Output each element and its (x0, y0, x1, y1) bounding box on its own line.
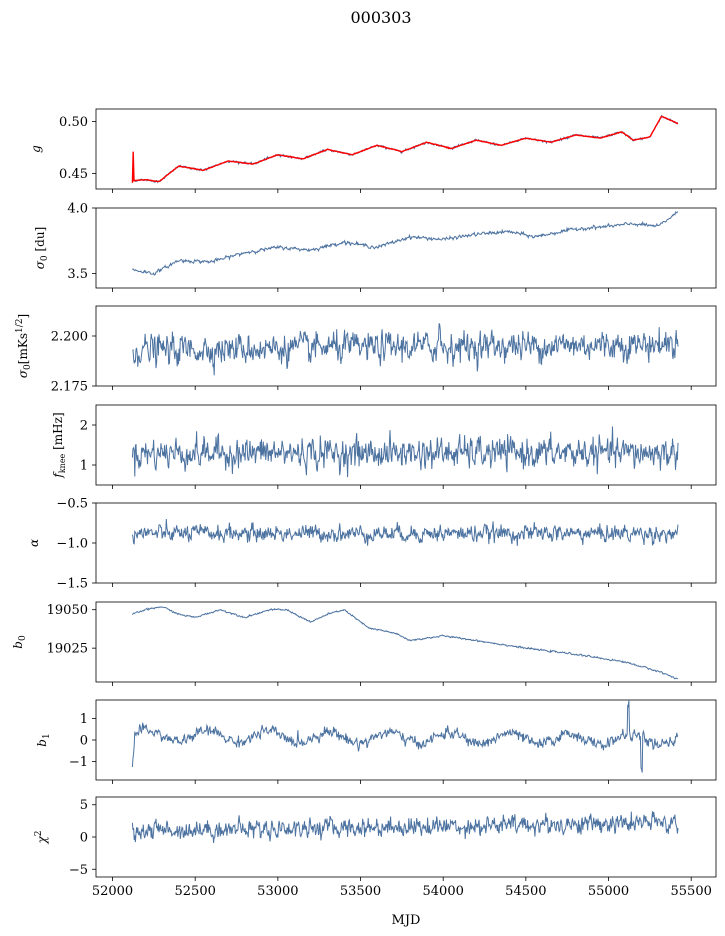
y-axis-label: σ0 [du] (33, 227, 50, 270)
y-tick-label: 0 (80, 831, 88, 846)
y-axis-label: σ0[mKs1/2] (15, 314, 33, 378)
panel-frame (95, 305, 717, 387)
series-line (132, 211, 679, 276)
y-axis-label: g (29, 145, 43, 153)
panel-frame (95, 502, 717, 584)
x-ticks (112, 583, 692, 587)
x-tick-label: 54500 (505, 884, 546, 899)
y-axis-label: b0 (11, 635, 28, 649)
y-ticks: −1 0 1 (69, 712, 96, 770)
y-tick-label: 2.200 (51, 330, 88, 345)
panel-fknee: 12 fknee [mHz] (51, 404, 717, 489)
y-ticks: 2.175 2.200 (51, 330, 96, 395)
panel-frame (95, 796, 717, 878)
x-ticks: 52000 52500 53000 53500 54000 54500 55000 55500 (92, 877, 712, 899)
y-tick-label: 4.0 (67, 202, 88, 217)
series-line (132, 323, 679, 376)
x-tick-label: 52000 (92, 884, 133, 899)
x-tick-label: 53000 (257, 884, 298, 899)
x-axis-label: MJD (392, 913, 421, 928)
y-tick-label: 19050 (47, 603, 88, 618)
y-tick-label: 1 (80, 712, 88, 727)
panel-alpha: −1.5 −1.0 −0.5 α (27, 497, 717, 592)
panel-sigma0-mks: 2.175 2.200 σ0[mKs1/2] (15, 305, 717, 395)
y-axis-label: b1 (35, 733, 52, 746)
y-axis-label: χ2 (34, 830, 49, 844)
x-ticks (112, 189, 692, 193)
y-tick-label: 19025 (47, 642, 88, 657)
y-ticks: 19025 19050 (47, 603, 96, 657)
series-line (131, 699, 679, 773)
x-ticks (112, 682, 692, 686)
y-ticks: −5 0 5 (69, 798, 96, 878)
x-ticks (112, 288, 692, 292)
panel-frame (95, 404, 717, 486)
y-tick-label: 0.45 (59, 167, 88, 182)
x-ticks (112, 485, 692, 489)
x-tick-label: 52500 (175, 884, 216, 899)
y-tick-label: 3.5 (67, 267, 88, 282)
x-tick-label: 55000 (588, 884, 629, 899)
panel-g: 0.45 0.50 g (29, 108, 717, 193)
figure-title: 000303 (350, 8, 411, 27)
y-tick-label: 0 (80, 734, 88, 749)
model-overlay-line (131, 115, 678, 183)
series-line (131, 606, 679, 680)
panel-frame (95, 108, 717, 190)
x-tick-label: 55500 (671, 884, 712, 899)
y-tick-label: 0.50 (59, 115, 88, 130)
y-tick-label: 1 (80, 459, 88, 474)
series-line (131, 811, 679, 844)
y-axis-label: α (27, 539, 41, 547)
y-ticks: 0.45 0.50 (59, 115, 96, 182)
x-tick-label: 53500 (340, 884, 381, 899)
panel-b0: 19025 19050 b0 (11, 601, 717, 686)
series-line (131, 518, 679, 546)
y-axis-label: fknee [mHz] (51, 412, 67, 478)
x-ticks (112, 386, 692, 390)
x-ticks (112, 780, 692, 784)
y-ticks: 12 (80, 419, 96, 474)
series-line (132, 114, 679, 184)
panel-chi2: −5 0 5 52000 52500 53000 53500 54000 54500 55000… (34, 796, 717, 899)
y-tick-label: −5 (69, 863, 88, 878)
y-tick-label: −1.0 (56, 537, 88, 552)
y-tick-label: −1.5 (56, 577, 88, 592)
y-tick-label: 2 (80, 419, 88, 434)
y-ticks: 3.5 4.0 (67, 202, 96, 282)
y-tick-label: 2.175 (51, 380, 88, 395)
y-tick-label: −1 (69, 755, 88, 770)
series-line (131, 426, 679, 478)
panel-sigma0-du: 3.5 4.0 σ0 [du] (33, 202, 717, 292)
x-tick-label: 54000 (423, 884, 464, 899)
panel-frame (95, 601, 717, 683)
y-tick-label: 5 (80, 798, 88, 813)
panel-frame (95, 207, 717, 289)
y-ticks: −1.5 −1.0 −0.5 (56, 497, 96, 592)
panel-b1: −1 0 1 b1 (35, 699, 717, 784)
y-tick-label: −0.5 (56, 497, 88, 512)
